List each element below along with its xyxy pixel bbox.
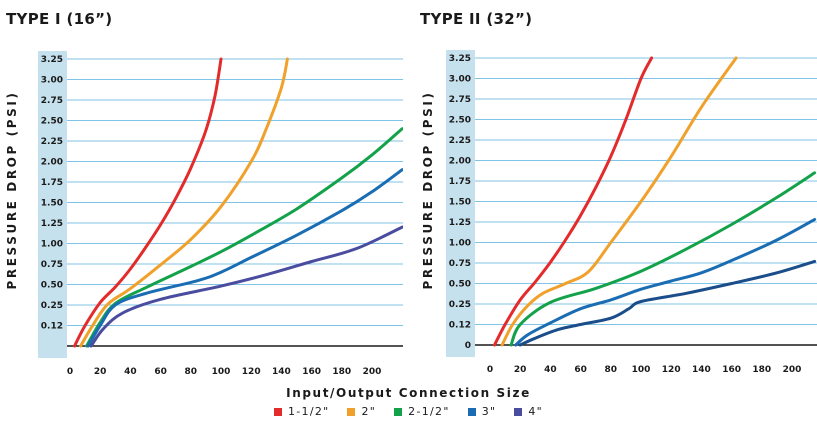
- y-tick-label: 2.75: [41, 96, 63, 106]
- legend-swatch: [394, 407, 403, 416]
- series-line-2: [79, 57, 289, 348]
- x-tick-label: 120: [242, 367, 261, 377]
- x-tick-label: 40: [124, 367, 137, 377]
- x-tick-label: 200: [783, 365, 802, 375]
- series-line-2-1-2: [509, 171, 817, 347]
- y-tick-label: 0.12: [449, 321, 471, 331]
- x-tick-label: 80: [185, 367, 198, 377]
- y-tick-label: 0.12: [41, 322, 63, 332]
- legend-label: 2-1/2": [408, 405, 450, 418]
- x-tick-label: 60: [574, 365, 587, 375]
- legend-item-3: 3": [467, 405, 497, 418]
- legend-item-1-1-2: 1-1/2": [273, 405, 330, 418]
- x-tick-label: 0: [67, 367, 73, 377]
- y-axis-label: PRESSURE DROP (PSI): [5, 91, 19, 290]
- x-tick-label: 80: [605, 365, 618, 375]
- x-tick-label: 0: [487, 365, 493, 375]
- x-tick-label: 200: [363, 367, 382, 377]
- y-axis-band: [446, 50, 475, 357]
- x-tick-label: 20: [514, 365, 527, 375]
- y-tick-label: 3.25: [41, 55, 63, 65]
- x-tick-label: 160: [302, 367, 321, 377]
- y-tick-label: 0: [465, 341, 471, 351]
- x-tick-label: 100: [632, 365, 651, 375]
- series-line-4: [518, 259, 817, 347]
- y-tick-label: 3.00: [41, 76, 63, 86]
- y-tick-label: 0.75: [41, 260, 63, 270]
- legend-label: 2": [361, 405, 377, 418]
- y-tick-label: 0.25: [41, 301, 63, 311]
- y-tick-label: 1.75: [449, 177, 471, 187]
- legend-swatch: [514, 407, 523, 416]
- legend-label: 3": [481, 405, 497, 418]
- legend-item-2-1-2: 2-1/2": [394, 405, 450, 418]
- x-tick-label: 120: [662, 365, 681, 375]
- y-tick-label: 3.00: [449, 75, 471, 85]
- y-tick-label: 0.50: [449, 280, 471, 290]
- x-tick-label: 180: [332, 367, 351, 377]
- y-tick-label: 2.25: [41, 137, 63, 147]
- y-tick-label: 1.75: [41, 178, 63, 188]
- chart-title-type-2: TYPE II (32”): [420, 10, 533, 28]
- y-tick-label: 2.75: [449, 95, 471, 105]
- legend-item-4: 4": [514, 405, 543, 418]
- y-tick-label: 1.25: [41, 219, 63, 229]
- legend-item-2: 2": [347, 405, 376, 418]
- y-tick-label: 2.00: [41, 158, 63, 168]
- series-line-3: [514, 218, 817, 347]
- x-tick-label: 140: [272, 367, 291, 377]
- legend: 1-1/2" 2" 2-1/2" 3" 4": [0, 405, 817, 418]
- legend-swatch: [347, 407, 356, 416]
- y-tick-label: 2.25: [449, 136, 471, 146]
- x-tick-label: 60: [154, 367, 167, 377]
- y-tick-label: 1.50: [41, 199, 63, 209]
- series-line-4: [89, 225, 403, 348]
- y-tick-label: 1.50: [449, 198, 471, 208]
- y-tick-label: 0.75: [449, 259, 471, 269]
- chart-title-type-1: TYPE I (16”): [6, 10, 113, 28]
- x-tick-label: 100: [212, 367, 231, 377]
- series-line-3: [86, 168, 403, 348]
- x-tick-label: 40: [544, 365, 557, 375]
- y-tick-label: 1.00: [449, 239, 471, 249]
- y-tick-label: 0.25: [449, 300, 471, 310]
- x-tick-label: 180: [752, 365, 771, 375]
- y-axis-band: [38, 51, 67, 358]
- legend-label: 1-1/2": [287, 405, 330, 418]
- series-line-1-1-2: [73, 57, 223, 348]
- y-tick-label: 2.50: [449, 116, 471, 126]
- legend-swatch: [467, 407, 476, 416]
- y-axis-label: PRESSURE DROP (PSI): [421, 91, 435, 290]
- x-tick-label: 160: [722, 365, 741, 375]
- x-axis-title: Input/Output Connection Size: [286, 386, 531, 400]
- y-tick-label: 3.25: [449, 54, 471, 64]
- legend-label: 4": [528, 405, 544, 418]
- series-line-1-1-2: [493, 56, 654, 347]
- legend-swatch: [273, 407, 282, 416]
- y-tick-label: 1.00: [41, 240, 63, 250]
- series-line-2: [500, 56, 738, 347]
- y-tick-label: 1.25: [449, 218, 471, 228]
- y-tick-label: 0.50: [41, 281, 63, 291]
- y-tick-label: 2.50: [41, 117, 63, 127]
- x-tick-label: 20: [94, 367, 107, 377]
- x-tick-label: 140: [692, 365, 711, 375]
- y-tick-label: 2.00: [449, 157, 471, 167]
